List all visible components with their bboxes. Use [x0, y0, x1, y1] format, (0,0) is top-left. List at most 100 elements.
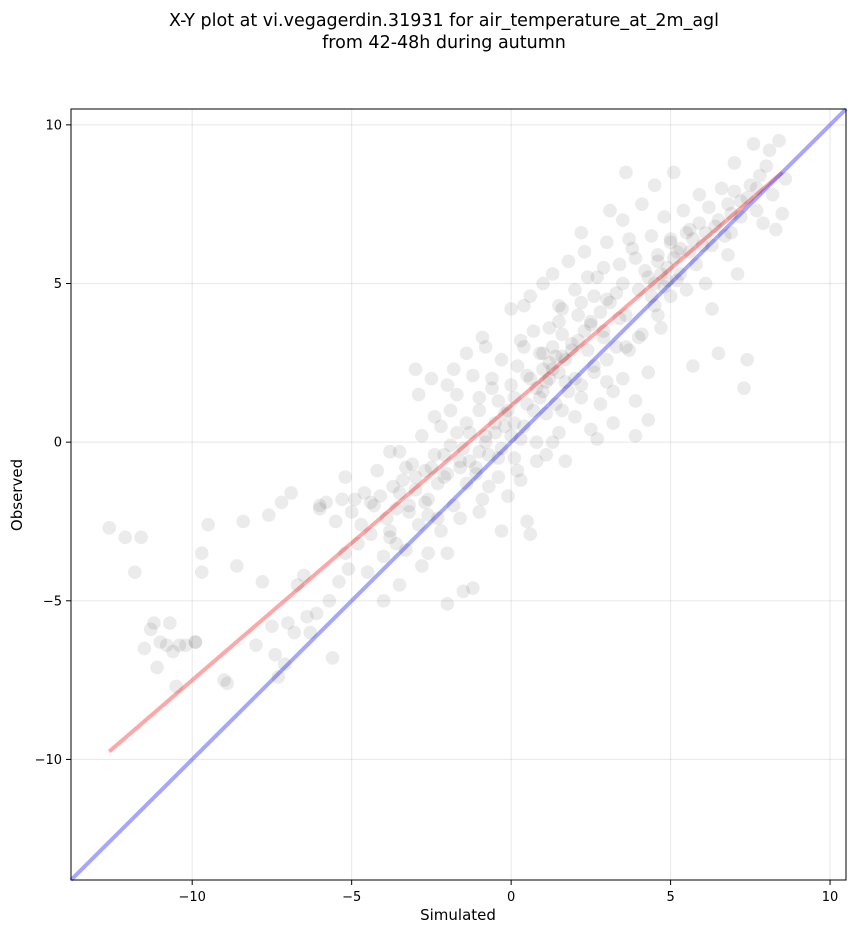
scatter-point-328 — [475, 492, 490, 507]
scatter-point-37 — [303, 625, 317, 640]
scatter-point-122 — [555, 349, 569, 364]
scatter-point-33 — [287, 625, 302, 640]
chart-title-line-1: X-Y plot at vi.vegagerdin.31931 for air_… — [169, 11, 719, 31]
scatter-point-154 — [641, 365, 656, 380]
scatter-point-91 — [472, 403, 487, 418]
y-tick-label-3: 5 — [54, 277, 62, 292]
scatter-point-196 — [769, 222, 783, 237]
scatter-point-32 — [284, 486, 298, 500]
scatter-point-270 — [501, 403, 515, 418]
scatter-point-208 — [466, 581, 480, 595]
scatter-point-260 — [453, 460, 467, 475]
scatter-point-332 — [545, 435, 560, 449]
scatter-point-72 — [418, 463, 432, 478]
scatter-point-245 — [651, 254, 665, 269]
scatter-point-77 — [434, 419, 448, 434]
scatter-point-60 — [383, 530, 397, 545]
scatter-point-79 — [440, 378, 455, 392]
scatter-point-316 — [450, 425, 464, 440]
scatter-point-295 — [749, 181, 764, 196]
scatter-point-114 — [536, 384, 550, 399]
scatter-point-135 — [590, 270, 605, 284]
scatter-point-1 — [118, 530, 133, 545]
scatter-point-296 — [504, 378, 518, 392]
scatter-point-250 — [670, 273, 684, 288]
scatter-point-82 — [446, 498, 461, 513]
scatter-point-301 — [526, 324, 541, 338]
scatter-point-155 — [644, 229, 659, 243]
scatter-point-67 — [405, 457, 420, 472]
scatter-point-81 — [443, 438, 458, 453]
scatter-point-171 — [689, 257, 703, 272]
scatter-point-34 — [290, 578, 305, 592]
scatter-point-302 — [485, 371, 499, 386]
scatter-point-279 — [612, 311, 627, 326]
scatter-point-86 — [459, 346, 474, 361]
scatter-point-102 — [504, 302, 518, 316]
scatter-point-28 — [271, 670, 286, 684]
scatter-point-124 — [561, 254, 576, 269]
scatter-point-334 — [434, 524, 448, 538]
scatter-point-157 — [647, 178, 662, 192]
scatter-point-10 — [163, 616, 177, 630]
scatter-point-3 — [134, 530, 148, 545]
scatter-point-192 — [756, 216, 770, 231]
scatter-point-43 — [328, 514, 343, 529]
scatter-point-207 — [494, 524, 509, 538]
scatter-point-84 — [453, 454, 467, 468]
scatter-point-9 — [159, 638, 174, 653]
scatter-point-236 — [555, 327, 569, 342]
scatter-point-172 — [692, 187, 707, 202]
scatter-point-164 — [666, 165, 681, 180]
scatter-point-165 — [670, 244, 684, 259]
scatter-point-120 — [552, 298, 566, 313]
scatter-point-50 — [351, 536, 365, 551]
scatter-point-70 — [411, 517, 426, 532]
scatter-point-175 — [702, 200, 716, 215]
scatter-point-268 — [507, 416, 522, 430]
scatter-point-229 — [545, 340, 560, 354]
scatter-point-105 — [510, 463, 525, 478]
scatter-point-290 — [727, 184, 742, 199]
scatter-point-269 — [513, 432, 528, 446]
identity-line — [69, 107, 848, 882]
scatter-point-133 — [584, 422, 598, 437]
scatter-point-109 — [520, 514, 534, 529]
y-axis-ticks: −10 −5 0 5 10 — [35, 118, 71, 768]
scatter-point-326 — [635, 327, 649, 342]
x-tick-label-1: −5 — [342, 890, 361, 905]
scatter-point-71 — [415, 559, 429, 573]
scatter-point-123 — [558, 375, 573, 389]
scatter-point-22 — [236, 514, 251, 529]
scatter-point-285 — [418, 495, 432, 510]
scatter-point-153 — [638, 264, 652, 278]
scatter-point-138 — [600, 235, 614, 250]
y-tick-label-0: −10 — [35, 753, 62, 768]
scatter-point-233 — [564, 343, 579, 357]
scatter-point-126 — [568, 409, 582, 424]
scatter-point-42 — [325, 651, 340, 665]
scatter-point-90 — [469, 460, 483, 475]
scatter-point-112 — [529, 435, 544, 449]
scatter-point-15 — [188, 635, 203, 649]
scatter-point-230 — [533, 390, 547, 405]
scatter-point-305 — [555, 302, 569, 316]
scatter-point-315 — [437, 448, 451, 462]
y-tick-label-1: −5 — [43, 594, 62, 609]
scatter-point-168 — [679, 283, 694, 297]
scatter-point-80 — [440, 546, 455, 560]
scatter-point-300 — [517, 340, 531, 354]
scatter-point-307 — [552, 314, 566, 329]
scatter-point-211 — [392, 578, 407, 592]
scatter-point-241 — [654, 267, 668, 281]
scatter-point-149 — [628, 394, 643, 408]
scatter-point-27 — [268, 647, 282, 662]
scatter-point-253 — [686, 232, 700, 246]
scatter-point-8 — [153, 635, 168, 649]
scatter-point-24 — [255, 574, 270, 589]
scatter-point-223 — [188, 635, 203, 649]
scatter-point-242 — [660, 260, 675, 275]
scatter-point-125 — [564, 336, 579, 351]
scatter-point-324 — [600, 375, 614, 389]
scatter-point-194 — [762, 143, 777, 158]
